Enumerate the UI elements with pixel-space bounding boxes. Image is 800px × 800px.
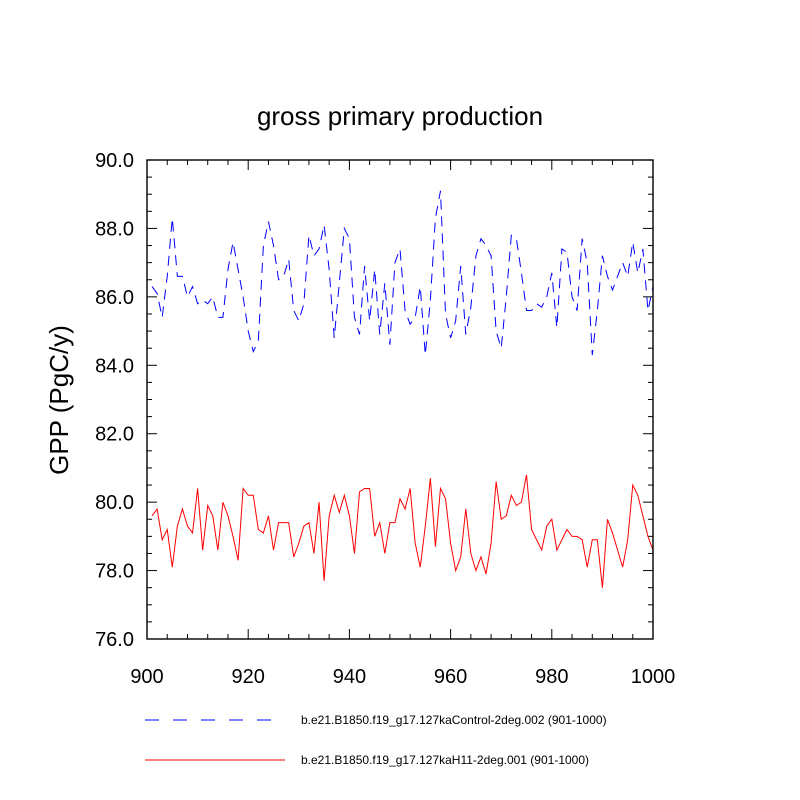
legend-label-1: b.e21.B1850.f19_g17.127kaControl-2deg.00… (301, 713, 607, 727)
y-axis-label: GPP (PgC/y) (44, 325, 74, 475)
legend-label-2: b.e21.B1850.f19_g17.127kaH11-2deg.001 (9… (301, 753, 589, 767)
ticks-layer (146, 159, 654, 640)
series-line-1 (151, 190, 654, 356)
y-tick-label: 90.0 (95, 150, 134, 172)
y-tick-label: 84.0 (95, 355, 134, 377)
y-tick-label: 82.0 (95, 424, 134, 446)
y-tick-label: 88.0 (95, 218, 134, 240)
y-tick-label: 80.0 (95, 492, 134, 514)
y-tick-label: 76.0 (95, 629, 134, 651)
x-tick-label: 1000 (631, 666, 676, 688)
x-tick-label: 920 (232, 666, 265, 688)
legend: b.e21.B1850.f19_g17.127kaControl-2deg.00… (145, 713, 607, 767)
plot-frame (146, 159, 654, 640)
tick-labels-layer: 900 920 940 960 980 1000 76.0 78.0 80.0 82.0 84.0 8… (95, 150, 675, 688)
chart-title: gross primary production (257, 101, 543, 131)
x-tick-label: 960 (434, 666, 467, 688)
series-line-2 (151, 474, 654, 588)
y-tick-label: 78.0 (95, 561, 134, 583)
x-tick-label: 980 (535, 666, 568, 688)
x-tick-label: 900 (130, 666, 163, 688)
series-layer (151, 190, 654, 588)
y-tick-label: 86.0 (95, 287, 134, 309)
x-tick-label: 940 (333, 666, 366, 688)
